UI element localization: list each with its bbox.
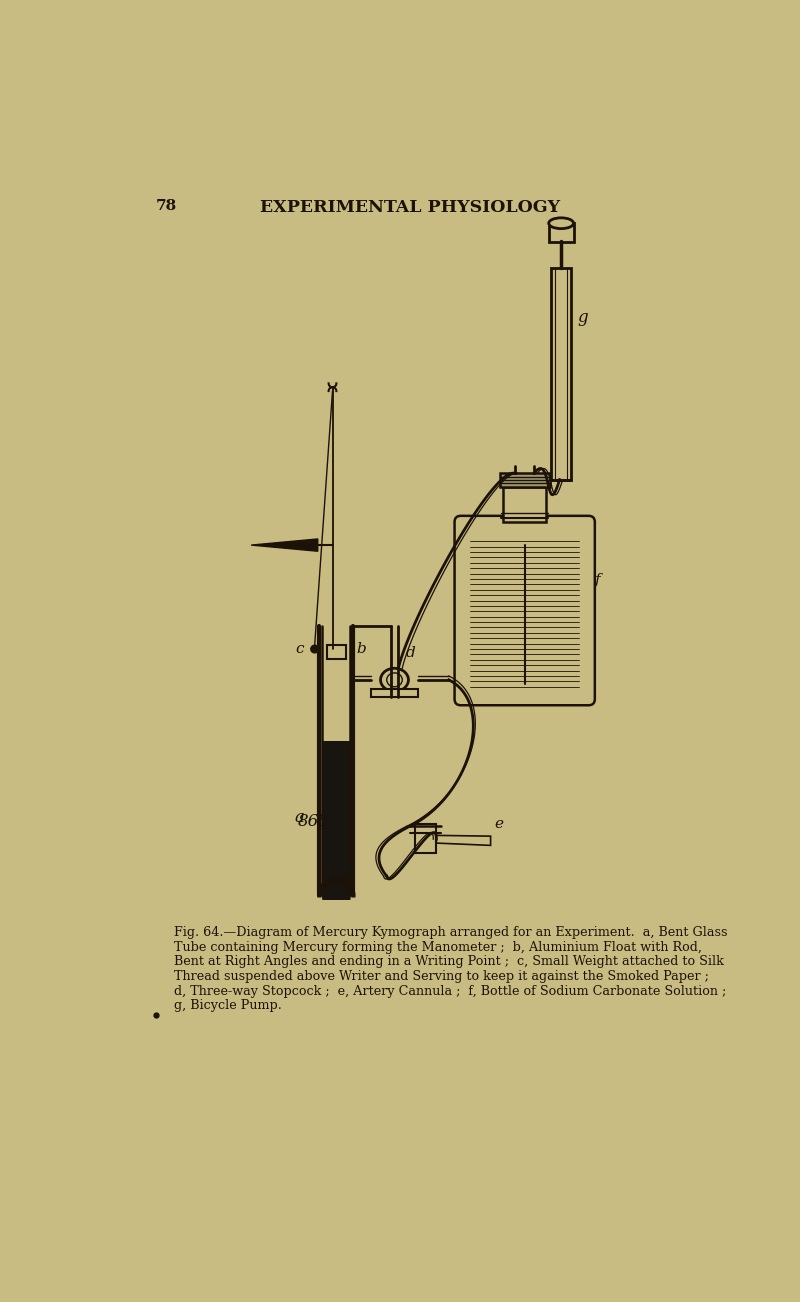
Bar bbox=[371, 689, 418, 697]
Bar bbox=[323, 741, 350, 896]
Polygon shape bbox=[436, 836, 490, 845]
Text: Fig. 64.—Diagram of Mercury Kymograph arranged for an Experiment.  a, Bent Glass: Fig. 64.—Diagram of Mercury Kymograph ar… bbox=[174, 926, 727, 939]
Text: c: c bbox=[295, 642, 304, 656]
Text: a: a bbox=[294, 810, 304, 827]
Text: f: f bbox=[595, 573, 601, 587]
Text: g: g bbox=[578, 309, 588, 326]
Bar bbox=[551, 268, 571, 479]
Polygon shape bbox=[323, 881, 350, 900]
Text: g, Bicycle Pump.: g, Bicycle Pump. bbox=[174, 1000, 282, 1013]
Text: 78: 78 bbox=[156, 199, 177, 212]
Text: d: d bbox=[406, 646, 416, 660]
Ellipse shape bbox=[549, 217, 574, 229]
Text: d, Three-way Stopcock ;  e, Artery Cannula ;  f, Bottle of Sodium Carbonate Solu: d, Three-way Stopcock ; e, Artery Cannul… bbox=[174, 984, 726, 997]
Bar bbox=[327, 646, 346, 659]
Text: EXPERIMENTAL PHYSIOLOGY: EXPERIMENTAL PHYSIOLOGY bbox=[260, 199, 560, 216]
Bar bbox=[414, 824, 436, 853]
FancyBboxPatch shape bbox=[454, 516, 595, 706]
Bar bbox=[337, 788, 350, 896]
Bar bbox=[503, 487, 546, 522]
Text: b: b bbox=[357, 642, 366, 656]
Text: Bent at Right Angles and ending in a Writing Point ;  c, Small Weight attached t: Bent at Right Angles and ending in a Wri… bbox=[174, 956, 723, 969]
Text: Thread suspended above Writer and Serving to keep it against the Smoked Paper ;: Thread suspended above Writer and Servin… bbox=[174, 970, 709, 983]
Bar bbox=[499, 474, 550, 487]
Polygon shape bbox=[251, 539, 318, 551]
Bar bbox=[549, 223, 574, 242]
Text: Tube containing Mercury forming the Manometer ;  b, Aluminium Float with Rod,: Tube containing Mercury forming the Mano… bbox=[174, 941, 702, 954]
Circle shape bbox=[310, 646, 318, 652]
Text: e: e bbox=[494, 816, 503, 831]
Ellipse shape bbox=[381, 668, 409, 691]
Text: 865: 865 bbox=[298, 814, 330, 831]
Ellipse shape bbox=[386, 673, 402, 686]
